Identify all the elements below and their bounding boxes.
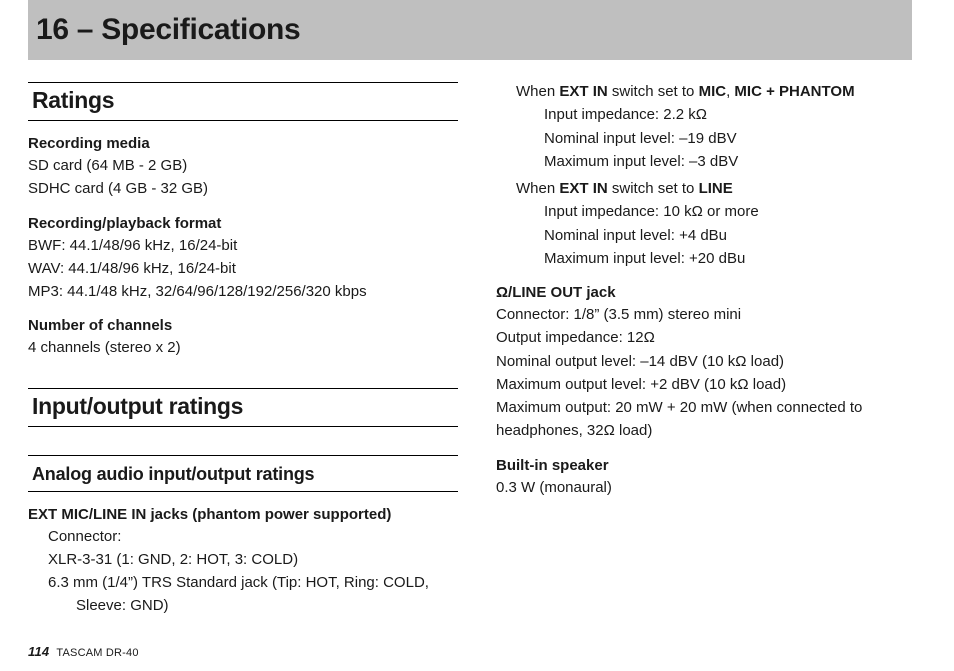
chapter-title: 16 – Specifications — [36, 13, 300, 47]
spec-line: WAV: 44.1/48/96 kHz, 16/24-bit — [28, 257, 458, 280]
section-analog-io: Analog audio input/output ratings — [28, 455, 458, 492]
spec-line: Input impedance: 2.2 kΩ — [496, 103, 926, 126]
cond-value: LINE — [699, 180, 733, 197]
spec-line: Connector: — [28, 525, 458, 548]
spec-line: 6.3 mm (1/4”) TRS Standard jack (Tip: HO… — [28, 571, 458, 594]
label-ext-mic-line-in: EXT MIC/LINE IN jacks (phantom power sup… — [28, 506, 458, 523]
label-built-in-speaker: Built-in speaker — [496, 457, 926, 474]
product-model: TASCAM DR-40 — [56, 647, 138, 659]
cond-switch: EXT IN — [559, 83, 607, 100]
page-number: 114 — [28, 644, 49, 659]
spec-line: 4 channels (stereo x 2) — [28, 336, 458, 359]
spec-line: Sleeve: GND) — [28, 594, 458, 617]
cond-text: When — [516, 180, 559, 197]
spec-line: SDHC card (4 GB - 32 GB) — [28, 177, 458, 200]
left-column: Ratings Recording media SD card (64 MB -… — [28, 80, 458, 618]
cond-text: When — [516, 83, 559, 100]
page: 16 – Specifications Ratings Recording me… — [0, 0, 954, 671]
headphone-icon: Ω — [496, 284, 508, 301]
spec-line: Nominal input level: –19 dBV — [496, 127, 926, 150]
spec-line: Maximum input level: –3 dBV — [496, 150, 926, 173]
spec-line: Input impedance: 10 kΩ or more — [496, 200, 926, 223]
spec-line: MP3: 44.1/48 kHz, 32/64/96/128/192/256/3… — [28, 280, 458, 303]
spec-line: Nominal output level: –14 dBV (10 kΩ loa… — [496, 350, 926, 373]
spec-line: Nominal input level: +4 dBu — [496, 224, 926, 247]
spec-line: SD card (64 MB - 2 GB) — [28, 154, 458, 177]
spec-line: 0.3 W (monaural) — [496, 476, 926, 499]
spec-line: Maximum output: 20 mW + 20 mW (when conn… — [496, 396, 926, 443]
condition-line: When EXT IN switch set to LINE — [496, 177, 926, 200]
spec-line: Connector: 1/8” (3.5 mm) stereo mini — [496, 303, 926, 326]
cond-text: switch set to — [608, 83, 699, 100]
spec-line: BWF: 44.1/48/96 kHz, 16/24-bit — [28, 234, 458, 257]
label-text: /LINE OUT jack — [508, 284, 616, 301]
label-recording-format: Recording/playback format — [28, 215, 458, 232]
label-channels: Number of channels — [28, 317, 458, 334]
right-column: When EXT IN switch set to MIC, MIC + PHA… — [496, 80, 926, 618]
spec-line: XLR-3-31 (1: GND, 2: HOT, 3: COLD) — [28, 548, 458, 571]
condition-mic: When EXT IN switch set to MIC, MIC + PHA… — [496, 80, 926, 103]
spec-line: Output impedance: 12Ω — [496, 326, 926, 349]
cond-value: MIC — [699, 83, 727, 100]
cond-switch: EXT IN — [559, 180, 607, 197]
section-ratings: Ratings — [28, 82, 458, 121]
page-footer: 114 TASCAM DR-40 — [28, 644, 139, 659]
cond-text: switch set to — [608, 180, 699, 197]
spec-line: Maximum input level: +20 dBu — [496, 247, 926, 270]
chapter-title-bar: 16 – Specifications — [28, 0, 912, 60]
label-line-out: Ω/LINE OUT jack — [496, 284, 926, 301]
spec-line: Maximum output level: +2 dBV (10 kΩ load… — [496, 373, 926, 396]
cond-value: MIC + PHANTOM — [734, 83, 854, 100]
content-columns: Ratings Recording media SD card (64 MB -… — [28, 80, 926, 618]
section-io-ratings: Input/output ratings — [28, 388, 458, 427]
label-recording-media: Recording media — [28, 135, 458, 152]
